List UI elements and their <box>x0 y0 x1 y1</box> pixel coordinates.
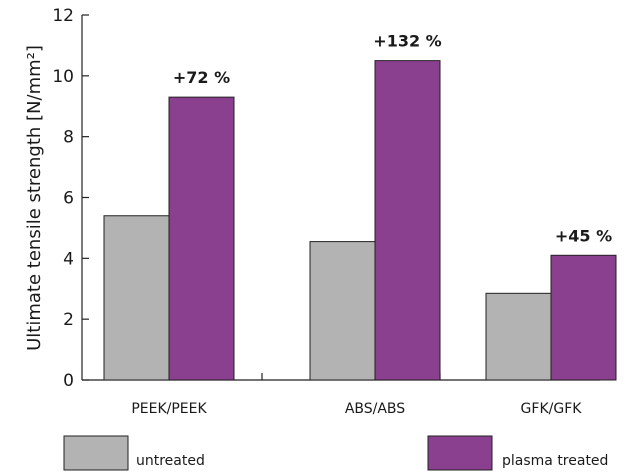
bar-plasma-treated-peek-peek <box>168 96 235 381</box>
y-tick-label: 2 <box>63 310 74 330</box>
bar-untreated-peek-peek <box>103 215 170 381</box>
legend: untreated plasma treated <box>63 435 608 471</box>
percent-increase-label: +72 % <box>173 68 230 87</box>
bar-plasma-treated-gfk-gfk <box>550 254 617 381</box>
y-axis: 0 2 4 6 8 10 12 Ultimate tensile strength [N/mm… <box>24 6 89 391</box>
category-label: PEEK/PEEK <box>131 401 207 417</box>
bars <box>103 60 617 381</box>
percent-increase-label: +132 % <box>373 32 441 51</box>
category-label: GFK/GFK <box>521 401 583 417</box>
legend-swatch <box>63 435 129 471</box>
y-tick-label: 4 <box>63 249 74 269</box>
y-tick-label: 6 <box>63 189 74 209</box>
y-tick-label: 0 <box>63 371 74 391</box>
percent-increase-label: +45 % <box>555 226 612 245</box>
y-tick-label: 10 <box>52 67 74 87</box>
y-tick-label: 8 <box>63 128 74 148</box>
category-label: ABS/ABS <box>345 401 405 417</box>
bar-untreated-gfk-gfk <box>485 292 552 381</box>
y-axis-label: Ultimate tensile strength [N/mm²] <box>24 45 45 351</box>
bar-untreated-abs-abs <box>309 241 376 381</box>
y-tick-label: 12 <box>52 6 74 26</box>
annotations: +72 % +132 % +45 % <box>173 32 612 246</box>
bar-plasma-treated-abs-abs <box>374 60 441 381</box>
legend-swatch <box>427 435 493 471</box>
legend-label: untreated <box>136 453 205 469</box>
legend-label: plasma treated <box>502 453 608 469</box>
